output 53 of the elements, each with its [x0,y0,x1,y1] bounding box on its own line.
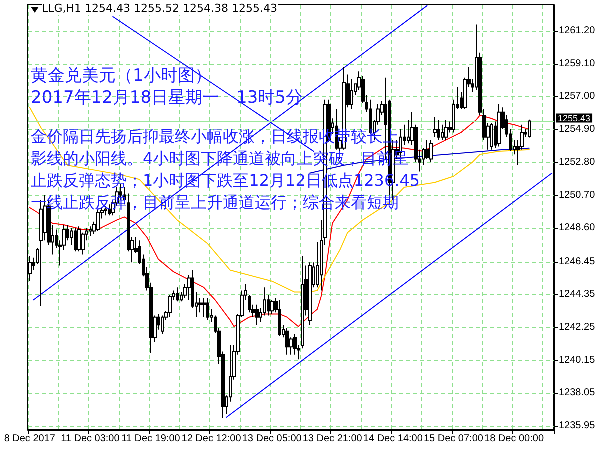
y-tick-label: 1242.25 [559,322,596,334]
y-tick-label: 1248.60 [559,222,596,234]
candlestick [301,256,304,350]
y-tick-label: 1259.10 [559,58,596,70]
candlestick [308,262,312,326]
candlestick [96,208,100,232]
candlestick [433,116,437,138]
candlestick [74,228,77,252]
x-tick-label: 12 Dec 12:00 [182,434,242,444]
candlestick [444,120,448,142]
candlestick [77,226,81,252]
ref-line-label: 1255.43 [558,113,591,124]
candlestick [293,334,297,356]
x-tick-label: 13 Dec 05:00 [242,434,302,444]
text: 2017年12月18日星期一 13时5分 [31,87,303,109]
candlestick [285,328,289,356]
candlestick [350,78,353,110]
candlestick [437,120,440,142]
x-tick-label: 11 Dec 19:00 [122,434,181,444]
x-tick-label: 18 Dec 00:00 [484,434,544,444]
line-series [29,107,530,293]
y-tick-label: 1244.35 [559,289,596,300]
candlestick [255,304,259,326]
candlestick [441,124,444,142]
x-tick-label: 8 Dec 2017 [4,434,56,444]
y-tick-label: 1250.70 [559,190,596,201]
y-tick-label: 1235.95 [559,420,596,432]
candlestick [248,294,251,314]
candlestick [490,122,493,150]
x-tick-label: 14 Dec 14:00 [363,434,424,444]
candlestick [429,140,433,163]
y-tick-label: 1240.15 [559,354,596,366]
candlestick [528,119,531,138]
x-tick-label: 13 Dec 21:00 [302,434,363,444]
candlestick [497,104,501,148]
y-tick-label: 1238.05 [559,388,596,399]
annotation: LLG,H1 1254.43 1255.52 1254.38 1255.43 [42,2,278,15]
candlestick [168,294,172,318]
y-tick-label: 1252.80 [559,156,596,168]
x-tick-label: 11 Dec 03:00 [61,434,120,444]
line-series [29,114,530,328]
y-tick-label: 1261.20 [559,25,596,36]
candlestick [270,300,274,315]
y-tick-label: 1254.90 [559,124,596,136]
candlestick [161,315,164,336]
y-tick-label: 1257.00 [559,91,596,102]
candlestick [206,298,209,321]
candlestick [278,300,281,337]
candlestick [202,298,206,318]
candlestick [89,226,92,236]
y-tick-label: 1246.45 [559,256,596,268]
x-tick-label: 15 Dec 07:00 [424,434,484,444]
candlestick [176,287,179,302]
